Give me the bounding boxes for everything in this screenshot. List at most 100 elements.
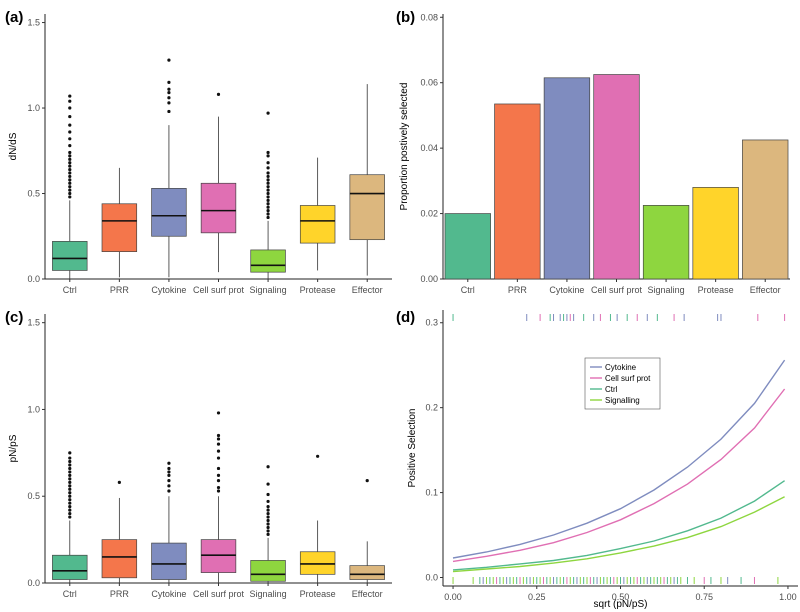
panel-c-box-ctrl <box>52 554 88 580</box>
panel-b-bar-cell-surf-prot <box>593 74 640 280</box>
panel-a-outlier-signaling <box>266 215 270 220</box>
panel-b-bar-signaling <box>642 205 690 280</box>
panel-a-y-tick-label: 0.0 <box>27 274 40 284</box>
panel-a-outlier-ctrl <box>68 114 72 119</box>
panel-b-y-tick-label: 0.00 <box>420 274 438 284</box>
panel-d-x-tick-label: 0.75 <box>695 592 713 602</box>
panel-c-x-tick-label-signaling: Signaling <box>250 589 287 599</box>
panel-c-outlier-ctrl <box>68 498 72 502</box>
panel-a-y-axis-title: dN/dS <box>8 132 19 160</box>
panel-b-x-tick-label-cell-surf-prot: Cell surf prot <box>591 285 643 295</box>
panel-a-outlier-cell-surf-prot <box>216 92 221 96</box>
panel-a-outlier-signaling <box>266 166 270 170</box>
panel-c-pnps-boxplot: 0.0 0.5 1.0 1.5 Ctrl PRR Cytokine Cell surf pro… <box>8 314 392 599</box>
panel-a-outlier-signaling <box>266 154 270 158</box>
panel-c-x-tick-label-cytokine: Cytokine <box>151 589 186 599</box>
panel-a-outlier-ctrl <box>68 174 72 179</box>
panel-c-box-effector <box>349 565 385 580</box>
panel-a-outlier-ctrl <box>68 94 72 98</box>
panel-a-outlier-ctrl <box>68 157 72 161</box>
panel-c-outlier-cell-surf-prot <box>216 473 221 477</box>
panel-label-a: (a) <box>5 9 23 26</box>
panel-a-box-ctrl <box>52 241 88 271</box>
panel-c-box-cytokine <box>151 542 187 580</box>
panel-c-outlier-cytokine <box>167 473 171 477</box>
panel-a-y-tick-label: 1.5 <box>27 18 40 28</box>
panel-c-y-axis-title: pN/pS <box>8 434 19 462</box>
panel-c-outlier-cell-surf-prot <box>216 437 221 441</box>
panel-c-outlier-cytokine <box>167 470 171 474</box>
panel-c-outlier-cytokine <box>167 479 171 483</box>
panel-c-outlier-cell-surf-prot <box>216 485 221 490</box>
panel-d-legend-label-cytokine: Cytokine <box>605 363 637 372</box>
panel-c-outlier-signaling <box>266 511 270 516</box>
panel-b-y-tick-label: 0.02 <box>420 209 438 219</box>
panel-c-y-tick-label: 0.0 <box>27 578 40 588</box>
panel-b-bar-prr <box>494 103 541 280</box>
panel-c-outlier-cytokine <box>167 466 171 471</box>
panel-d-positive-selection-curves: 0.0 0.1 0.2 0.3 0.00 0.25 0.50 0.75 1.00 Cytokine… <box>407 310 798 610</box>
panel-b-proportion-bar-chart: 0.00 0.02 0.04 0.06 0.08 Ctrl PRR Cytokine Cell … <box>399 12 790 295</box>
panel-a-outlier-ctrl <box>68 164 72 168</box>
panel-c-outlier-ctrl <box>68 487 72 491</box>
panel-c-y-tick-label: 1.0 <box>27 404 40 414</box>
panel-a-outlier-ctrl <box>68 171 72 175</box>
panel-d-y-tick-label: 0.3 <box>425 318 438 328</box>
panel-d-line-cytokine <box>452 359 786 559</box>
panel-a-outlier-signaling <box>266 161 270 165</box>
panel-c-box-signaling <box>250 560 286 582</box>
panel-c-outlier-signaling <box>266 492 270 497</box>
panel-b-bar-ctrl <box>444 213 491 280</box>
panel-c-outlier-ctrl <box>68 501 72 505</box>
panel-b-x-tick-label-effector: Effector <box>750 285 781 295</box>
panel-a-box-signaling <box>250 249 286 273</box>
panel-d-legend-label-ctrl: Ctrl <box>605 385 618 394</box>
panel-c-outlier-cell-surf-prot <box>216 433 221 438</box>
panel-c-outlier-signaling <box>266 505 270 509</box>
panel-d-y-tick-label: 0.1 <box>425 488 438 498</box>
panel-c-y-tick-label: 0.5 <box>27 491 40 501</box>
panel-a-outlier-cytokine <box>167 91 171 95</box>
panel-a-outlier-ctrl <box>68 137 72 141</box>
panel-c-outlier-signaling <box>266 508 270 512</box>
panel-c-box-prr <box>101 539 138 579</box>
panel-a-outlier-signaling <box>266 195 270 199</box>
panel-c-outlier-signaling <box>266 522 270 526</box>
panel-a-box-prr <box>101 203 138 252</box>
panel-a-outlier-ctrl <box>68 167 72 172</box>
panel-b-y-tick-label: 0.08 <box>420 12 438 22</box>
panel-b-y-axis-title: Proportion postively selected <box>399 83 410 211</box>
panel-b-bar-effector <box>742 139 789 280</box>
panel-c-outlier-cell-surf-prot <box>216 411 221 415</box>
panel-c-outlier-cytokine <box>167 489 171 493</box>
panel-c-outlier-signaling <box>266 518 270 523</box>
panel-a-outlier-cytokine <box>167 109 171 114</box>
panel-c-x-tick-label-effector: Effector <box>352 589 383 599</box>
panel-a-outlier-signaling <box>266 174 270 179</box>
panel-a-x-tick-label-effector: Effector <box>352 285 383 295</box>
panel-a-outlier-signaling <box>266 191 270 196</box>
panel-c-outlier-signaling <box>266 525 270 530</box>
panel-c-box-cell-surf-prot <box>200 539 237 573</box>
panel-a-y-tick-label: 1.0 <box>27 103 40 113</box>
panel-label-d: (d) <box>396 309 415 326</box>
panel-a-outlier-ctrl <box>68 106 72 110</box>
panel-b-y-tick-label: 0.06 <box>420 78 438 88</box>
panel-b-x-tick-label-ctrl: Ctrl <box>461 285 475 295</box>
panel-a-outlier-signaling <box>266 205 270 209</box>
panel-c-outlier-ctrl <box>68 463 72 467</box>
panel-c-outlier-protease <box>316 454 320 458</box>
panel-a-outlier-ctrl <box>68 191 72 196</box>
panel-a-x-tick-label-ctrl: Ctrl <box>63 285 77 295</box>
panel-c-outlier-signaling <box>266 465 270 469</box>
panel-a-outlier-signaling <box>266 150 270 155</box>
panel-c-outlier-ctrl <box>68 480 72 484</box>
panel-label-c: (c) <box>5 309 23 326</box>
panel-a-outlier-ctrl <box>68 161 72 165</box>
panel-a-outlier-signaling <box>266 111 270 115</box>
panel-c-outlier-ctrl <box>68 459 72 464</box>
panel-d-x-tick-label: 1.00 <box>779 592 797 602</box>
panel-a-x-tick-label-prr: PRR <box>110 285 130 295</box>
panel-c-outlier-ctrl <box>68 505 72 509</box>
